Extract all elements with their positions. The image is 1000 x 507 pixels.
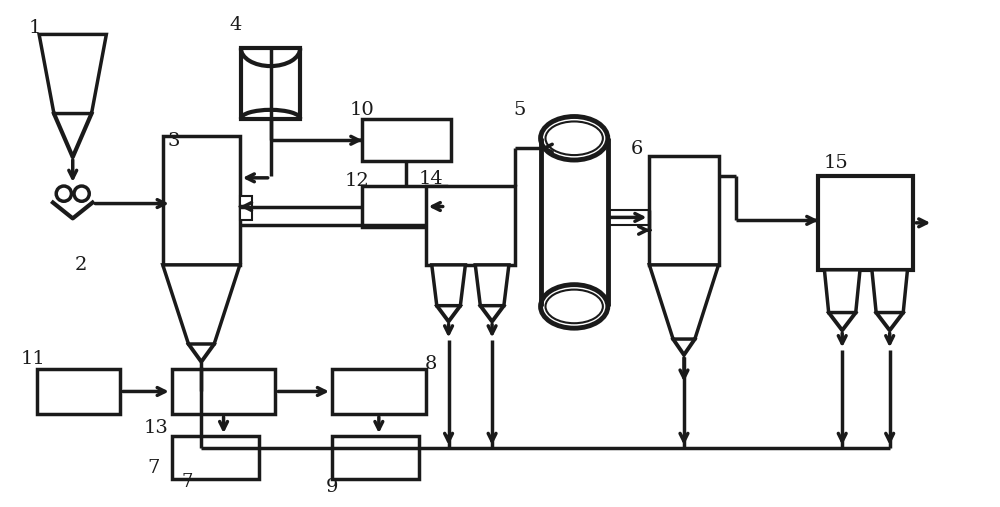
Bar — [649, 156, 719, 265]
Bar — [37, 369, 120, 414]
Text: 10: 10 — [349, 100, 374, 119]
Ellipse shape — [541, 284, 608, 328]
Text: 13: 13 — [143, 419, 168, 437]
Text: 4: 4 — [230, 16, 242, 33]
Polygon shape — [872, 270, 907, 312]
Polygon shape — [475, 265, 509, 306]
Bar — [240, 196, 252, 221]
Text: 12: 12 — [344, 172, 369, 190]
Polygon shape — [39, 34, 106, 114]
Text: 3: 3 — [167, 132, 180, 150]
Text: 5: 5 — [514, 100, 526, 119]
Circle shape — [56, 186, 71, 201]
Ellipse shape — [545, 122, 603, 155]
Text: 2: 2 — [74, 256, 87, 274]
Polygon shape — [432, 265, 465, 306]
Circle shape — [74, 186, 89, 201]
Bar — [172, 436, 259, 480]
Text: 1: 1 — [29, 19, 41, 38]
Polygon shape — [163, 265, 240, 344]
Polygon shape — [824, 270, 860, 312]
Bar — [818, 176, 913, 270]
Ellipse shape — [541, 117, 608, 160]
Bar — [332, 436, 419, 480]
Bar — [362, 186, 446, 227]
Text: 9: 9 — [326, 479, 338, 496]
Bar — [332, 369, 426, 414]
Text: 7: 7 — [182, 474, 193, 491]
Bar — [172, 369, 275, 414]
Polygon shape — [649, 265, 719, 339]
Bar — [362, 120, 451, 161]
Ellipse shape — [545, 289, 603, 323]
Text: 8: 8 — [425, 355, 437, 373]
Text: 6: 6 — [630, 140, 643, 158]
Text: 15: 15 — [824, 154, 849, 172]
Bar — [241, 48, 300, 119]
Bar — [163, 136, 240, 265]
Text: 14: 14 — [418, 170, 443, 188]
Text: 7: 7 — [148, 459, 160, 477]
Bar — [426, 186, 515, 265]
Text: 11: 11 — [21, 350, 46, 368]
